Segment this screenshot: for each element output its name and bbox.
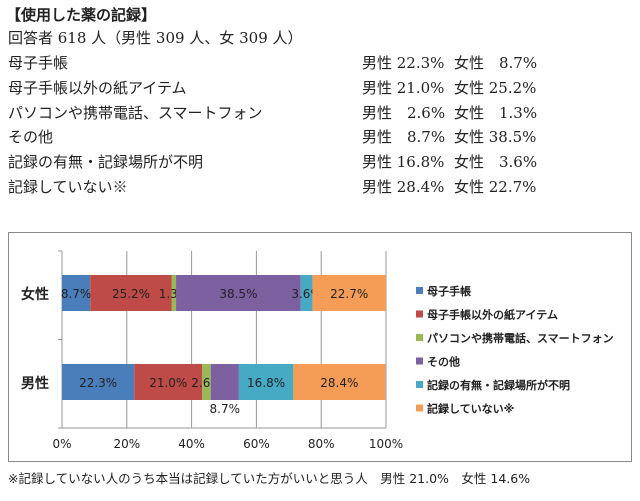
- x-tick-label: 60%: [243, 437, 270, 451]
- male-value: 男性 28.4%: [362, 178, 445, 196]
- male-value: 男性 8.7%: [362, 128, 446, 147]
- bar-segment: [62, 275, 91, 311]
- record-label: 母子手帳以外の紙アイテム: [8, 78, 187, 97]
- record-row: 母子手帳以外の紙アイテム 男性 21.0% 女性 25.2%: [8, 76, 628, 100]
- legend-swatch: [416, 404, 423, 412]
- legend-swatch: [416, 357, 423, 365]
- footnote: ※記録していない人のうち本当は記録していた方がいいと思う人 男性 21.0% 女…: [8, 471, 531, 486]
- record-label: その他: [8, 128, 54, 147]
- record-row: 記録していない※ 男性 28.4% 女性 22.7%: [8, 175, 628, 199]
- bar-segment: [176, 275, 301, 311]
- female-value: 女性 22.7%: [454, 178, 537, 196]
- data-label: 21.0%: [149, 376, 187, 390]
- data-label: 38.5%: [219, 287, 257, 301]
- bar-segment: [90, 275, 172, 311]
- female-value: 女性 38.5%: [454, 128, 537, 147]
- record-label: パソコンや携帯電話、スマートフォン: [8, 103, 263, 122]
- bar-segment: [171, 275, 177, 311]
- x-tick-label: 40%: [178, 437, 205, 451]
- bar-segment: [238, 364, 294, 400]
- bar-segment: [312, 275, 386, 311]
- record-row: 記録の有無・記録場所が不明 男性 16.8% 女性 3.6%: [8, 150, 628, 174]
- legend-label: 記録の有無・記録場所が不明: [427, 378, 570, 392]
- record-row: その他 男性 8.7% 女性 38.5%: [8, 125, 628, 149]
- male-value: 男性 2.6%: [362, 103, 446, 122]
- legend-label: 記録していない※: [427, 402, 514, 416]
- legend-swatch: [416, 310, 423, 318]
- stacked-bar-chart: 0% 20% 40% 60% 80% 100%女性 8.7% 25.2% 1.3% 38.5% 3.…: [21, 250, 614, 451]
- x-tick-label: 100%: [369, 437, 403, 451]
- bar-segment: [300, 275, 313, 311]
- female-value: 女性 8.7%: [454, 54, 538, 72]
- bar-segment: [293, 364, 386, 400]
- legend-label: 母子手帳以外の紙アイテム: [427, 308, 558, 322]
- record-row: パソコンや携帯電話、スマートフォン 男性 2.6% 女性 1.3%: [8, 101, 628, 125]
- data-label: 22.7%: [330, 287, 368, 301]
- legend-label: パソコンや携帯電話、スマートフォン: [427, 331, 614, 345]
- category-label: 女性: [21, 286, 49, 303]
- x-tick-label: 0%: [52, 437, 71, 451]
- data-label: 28.4%: [320, 376, 358, 390]
- data-label: 16.8%: [247, 376, 285, 390]
- x-tick-label: 20%: [113, 437, 140, 451]
- respondents-line: 回答者 618 人（男性 309 人、女 309 人）: [8, 29, 303, 47]
- bar-segment: [62, 364, 135, 400]
- data-label: 22.3%: [79, 376, 117, 390]
- female-value: 女性 1.3%: [454, 103, 538, 122]
- x-tick-label: 80%: [308, 437, 335, 451]
- record-label: 記録の有無・記録場所が不明: [8, 153, 204, 172]
- chart: 0% 20% 40% 60% 80% 100% 女性 8.7% 25.2% 1.3% 38.5% 3.…: [8, 232, 632, 462]
- data-label: 8.7%: [61, 287, 92, 301]
- data-label: 8.7%: [210, 402, 241, 416]
- bar-segment: [134, 364, 203, 400]
- female-value: 女性 25.2%: [454, 78, 537, 97]
- legend-swatch: [416, 334, 423, 341]
- female-value: 女性 3.6%: [454, 153, 538, 172]
- record-label: 記録していない※: [8, 178, 128, 196]
- legend-label: 母子手帳: [427, 284, 471, 298]
- male-value: 男性 16.8%: [362, 153, 445, 172]
- record-label: 母子手帳: [8, 54, 69, 72]
- bar-segment: [210, 364, 239, 400]
- section-title: 【使用した薬の記録】: [6, 6, 157, 24]
- legend-swatch: [416, 381, 423, 388]
- male-value: 男性 22.3%: [362, 54, 445, 72]
- record-row: 母子手帳 男性 22.3% 女性 8.7%: [8, 51, 628, 75]
- category-label: 男性: [21, 375, 49, 392]
- legend-label: その他: [427, 355, 460, 369]
- male-value: 男性 21.0%: [362, 78, 445, 97]
- legend-swatch: [416, 287, 423, 294]
- bar-segment: [202, 364, 211, 400]
- data-label: 25.2%: [112, 287, 150, 301]
